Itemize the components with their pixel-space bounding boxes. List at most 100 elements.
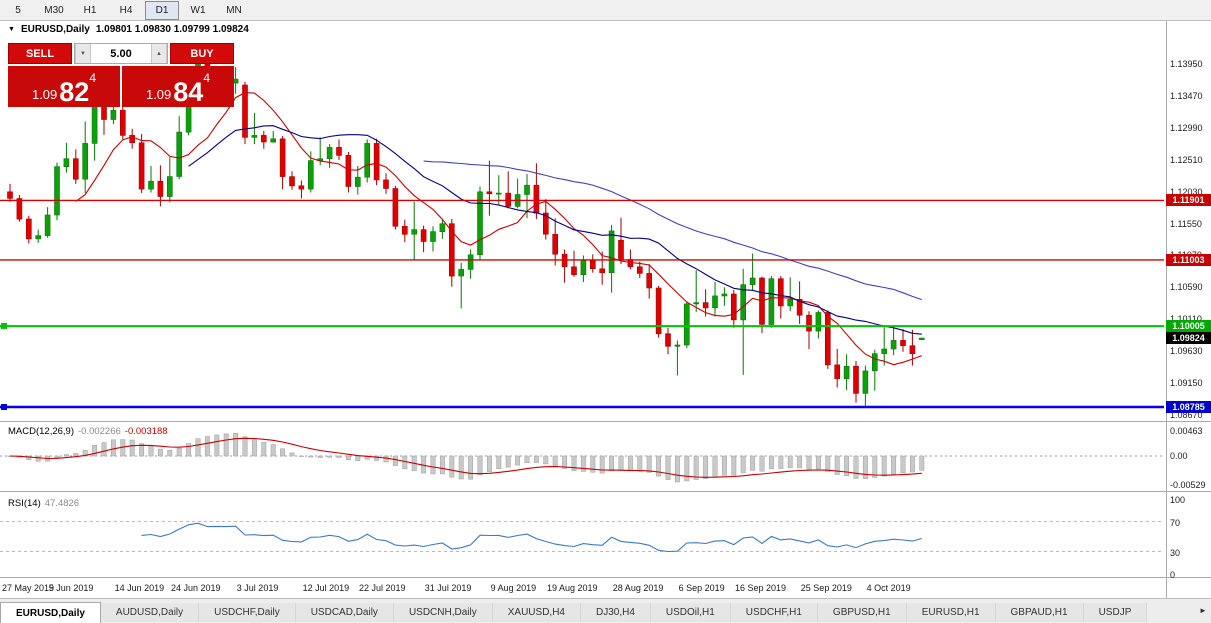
tab-eurusd-h1[interactable]: EURUSD,H1 [906,603,996,622]
tab-dj30-h4[interactable]: DJ30,H4 [580,603,651,622]
macd-signal-line [9,437,922,478]
price-tick-label: 1.08670 [1170,409,1203,420]
timeframe-h1[interactable]: H1 [83,4,97,16]
timeframe-m30[interactable]: M30 [44,4,64,16]
panel-divider[interactable] [0,491,1211,492]
ma-20 [188,125,922,335]
tab-usdcnh-daily[interactable]: USDCNH,Daily [393,603,493,622]
volume-input[interactable] [91,44,151,63]
price-tick-label: 1.10590 [1170,282,1203,293]
timeframe-h4[interactable]: H4 [119,4,133,16]
date-axis[interactable]: 27 May 2019 5 Jun 2019 14 Jun 2019 24 Jun 2… [0,579,1164,599]
panel-divider[interactable] [0,577,1211,578]
macd-axis-label: -0.00529 [1170,479,1206,490]
tab-usdcad-daily[interactable]: USDCAD,Daily [295,603,394,622]
sell-price-big: 82 [59,76,90,107]
tab-gbpusd-h1[interactable]: GBPUSD,H1 [817,603,907,622]
tab-audusd-daily[interactable]: AUDUSD,Daily [100,603,200,622]
chart-tab-bar: EURUSD,Daily AUDUSD,Daily USDCHF,Daily USDC… [0,598,1211,623]
chart-symbol-period: EURUSD,Daily [20,24,90,35]
triangle-down-icon: ▼ [80,50,86,57]
timeframe-d1[interactable]: D1 [145,0,179,20]
price-axis[interactable]: 1.13950 1.13470 1.12990 1.12510 1.12030 1.115… [1166,21,1211,599]
buy-price-big: 84 [173,76,204,107]
tab-scroll-right-icon[interactable]: ► [1195,599,1211,622]
macd-main-value: -0.002266 [78,426,121,437]
date-label: 25 Sep 2019 [800,583,852,593]
macd-axis-label: 0.00463 [1170,425,1203,436]
rsi-name: RSI(14) [8,498,41,509]
timeframe-w1[interactable]: W1 [190,4,206,16]
date-label: 3 Jul 2019 [236,583,279,593]
tab-usdchf-daily[interactable]: USDCHF,Daily [199,603,296,622]
date-label: 5 Jun 2019 [48,583,94,593]
date-label: 24 Jun 2019 [171,583,221,593]
tab-usdchf-h1[interactable]: USDCHF,H1 [730,603,818,622]
price-tick-label: 1.10110 [1170,314,1202,324]
tab-gbpaud-h1[interactable]: GBPAUD,H1 [995,603,1084,622]
date-label: 27 May 2019 [2,583,55,593]
macd-name: MACD(12,26,9) [8,426,74,437]
chart-title: ▼ EURUSD,Daily 1.09801 1.09830 1.09799 1… [8,24,249,35]
price-axis-border [1166,21,1167,599]
ma-lines [75,92,922,366]
buy-button[interactable]: BUY [170,43,234,64]
date-label: 4 Oct 2019 [866,583,911,593]
price-tick-label: 1.12990 [1170,123,1203,134]
hline-price-label[interactable]: 1.08785 [1166,401,1211,414]
one-click-trading-panel: SELL ▼ ▲ BUY 1.09 82 4 1.09 84 4 [8,43,234,107]
hline-drag-handle[interactable] [1,323,7,330]
tab-usdoil-h1[interactable]: USDOil,H1 [650,603,731,622]
volume-decrease-button[interactable]: ▼ [75,44,91,63]
volume-control: ▼ ▲ [74,43,168,64]
timeframe-bar: 5 M30 H1 H4 D1 W1 MN [0,0,252,20]
sell-price-sup: 4 [89,71,97,85]
date-label: 16 Sep 2019 [735,583,787,593]
price-chart-canvas[interactable] [0,21,1164,421]
date-label: 9 Aug 2019 [490,583,537,593]
macd-axis-label: 0.00 [1170,451,1188,461]
hline-price-label[interactable]: 1.10005 [1166,320,1211,333]
panel-divider[interactable] [0,421,1211,422]
timeframe-toolbar: 5 M30 H1 H4 D1 W1 MN [0,0,1211,20]
price-tick-label: 1.09150 [1170,377,1203,388]
tab-eurusd-daily[interactable]: EURUSD,Daily [0,602,101,623]
timeframe-5[interactable]: 5 [15,4,21,16]
date-label: 28 Aug 2019 [612,583,664,593]
price-tick-label: 1.12510 [1170,154,1203,165]
chart-window: ▼ EURUSD,Daily 1.09801 1.09830 1.09799 1… [0,20,1211,599]
macd-label: MACD(12,26,9) -0.002266 -0.003188 [8,426,168,437]
buy-price-display[interactable]: 1.09 84 4 [122,66,234,107]
rsi-label: RSI(14) 47.4826 [8,498,79,509]
price-tick-label: 1.12030 [1170,186,1203,197]
hline-drag-handle[interactable] [1,404,7,411]
macd-chart-canvas[interactable] [0,424,1164,490]
volume-increase-button[interactable]: ▲ [151,44,167,63]
triangle-up-icon: ▲ [156,50,162,57]
tab-xauusd-h4[interactable]: XAUUSD,H4 [492,603,581,622]
price-tick-label: 1.13470 [1170,91,1203,102]
macd-signal-value: -0.003188 [124,426,168,437]
macd-histogram [7,432,925,483]
rsi-axis-label: 100 [1170,495,1186,505]
price-tick-label: 1.11550 [1170,218,1202,229]
chart-ohlc-values: 1.09801 1.09830 1.09799 1.09824 [95,24,249,35]
buy-price-head: 1.09 [145,87,172,102]
horizontal-lines[interactable] [0,199,1164,409]
hline-price-label[interactable]: 1.11003 [1166,253,1211,266]
buy-price-sup: 4 [203,71,211,85]
current-price-label: 1.09824 [1166,332,1211,345]
rsi-axis-label: 30 [1170,547,1181,558]
rsi-chart-canvas[interactable] [0,495,1164,577]
hline-price-label[interactable]: 1.11901 [1166,194,1211,207]
tab-usdjp[interactable]: USDJP [1083,603,1148,622]
sell-button[interactable]: SELL [8,43,72,64]
one-click-collapse-icon[interactable]: ▼ [8,26,15,33]
sell-price-display[interactable]: 1.09 82 4 [8,66,120,107]
price-tick-label: 1.09630 [1170,345,1203,356]
date-label: 6 Sep 2019 [678,583,725,593]
date-label: 14 Jun 2019 [114,583,165,593]
sell-price-head: 1.09 [31,87,58,102]
timeframe-mn[interactable]: MN [226,4,242,16]
